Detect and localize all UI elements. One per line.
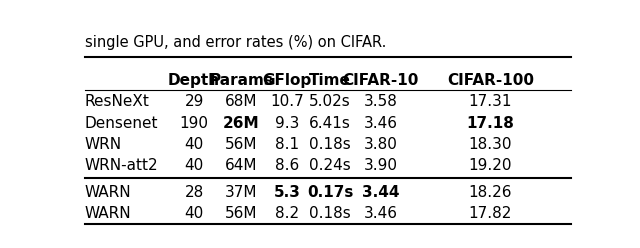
Text: 18.30: 18.30 — [468, 137, 512, 152]
Text: 18.26: 18.26 — [468, 185, 512, 200]
Text: 68M: 68M — [225, 94, 257, 109]
Text: WARN: WARN — [85, 185, 132, 200]
Text: 0.24s: 0.24s — [309, 158, 351, 173]
Text: 37M: 37M — [225, 185, 257, 200]
Text: 3.46: 3.46 — [364, 116, 398, 131]
Text: 0.18s: 0.18s — [309, 137, 351, 152]
Text: 3.46: 3.46 — [364, 206, 398, 221]
Text: WRN: WRN — [85, 137, 122, 152]
Text: 5.02s: 5.02s — [309, 94, 351, 109]
Text: Densenet: Densenet — [85, 116, 159, 131]
Text: 26M: 26M — [223, 116, 259, 131]
Text: 8.1: 8.1 — [275, 137, 299, 152]
Text: 19.20: 19.20 — [468, 158, 512, 173]
Text: 3.58: 3.58 — [364, 94, 398, 109]
Text: ResNeXt: ResNeXt — [85, 94, 150, 109]
Text: 17.82: 17.82 — [468, 206, 512, 221]
Text: GFlop: GFlop — [262, 73, 312, 88]
Text: 40: 40 — [184, 206, 204, 221]
Text: 29: 29 — [184, 94, 204, 109]
Text: 10.7: 10.7 — [270, 94, 304, 109]
Text: 28: 28 — [184, 185, 204, 200]
Text: 40: 40 — [184, 137, 204, 152]
Text: WARN: WARN — [85, 206, 132, 221]
Text: single GPU, and error rates (%) on CIFAR.: single GPU, and error rates (%) on CIFAR… — [85, 35, 387, 51]
Text: 190: 190 — [180, 116, 209, 131]
Text: 56M: 56M — [225, 137, 257, 152]
Text: WRN-att2: WRN-att2 — [85, 158, 159, 173]
Text: CIFAR-10: CIFAR-10 — [342, 73, 419, 88]
Text: 40: 40 — [184, 158, 204, 173]
Text: 64M: 64M — [225, 158, 257, 173]
Text: 17.31: 17.31 — [468, 94, 512, 109]
Text: 8.2: 8.2 — [275, 206, 299, 221]
Text: 8.6: 8.6 — [275, 158, 300, 173]
Text: 3.44: 3.44 — [362, 185, 399, 200]
Text: 0.17s: 0.17s — [307, 185, 353, 200]
Text: 3.80: 3.80 — [364, 137, 398, 152]
Text: CIFAR-100: CIFAR-100 — [447, 73, 534, 88]
Text: Time: Time — [309, 73, 351, 88]
Text: 3.90: 3.90 — [364, 158, 398, 173]
Text: 9.3: 9.3 — [275, 116, 300, 131]
Text: 0.18s: 0.18s — [309, 206, 351, 221]
Text: 6.41s: 6.41s — [309, 116, 351, 131]
Text: Params: Params — [209, 73, 273, 88]
Text: Depth: Depth — [168, 73, 220, 88]
Text: 56M: 56M — [225, 206, 257, 221]
Text: 17.18: 17.18 — [467, 116, 515, 131]
Text: 5.3: 5.3 — [274, 185, 301, 200]
